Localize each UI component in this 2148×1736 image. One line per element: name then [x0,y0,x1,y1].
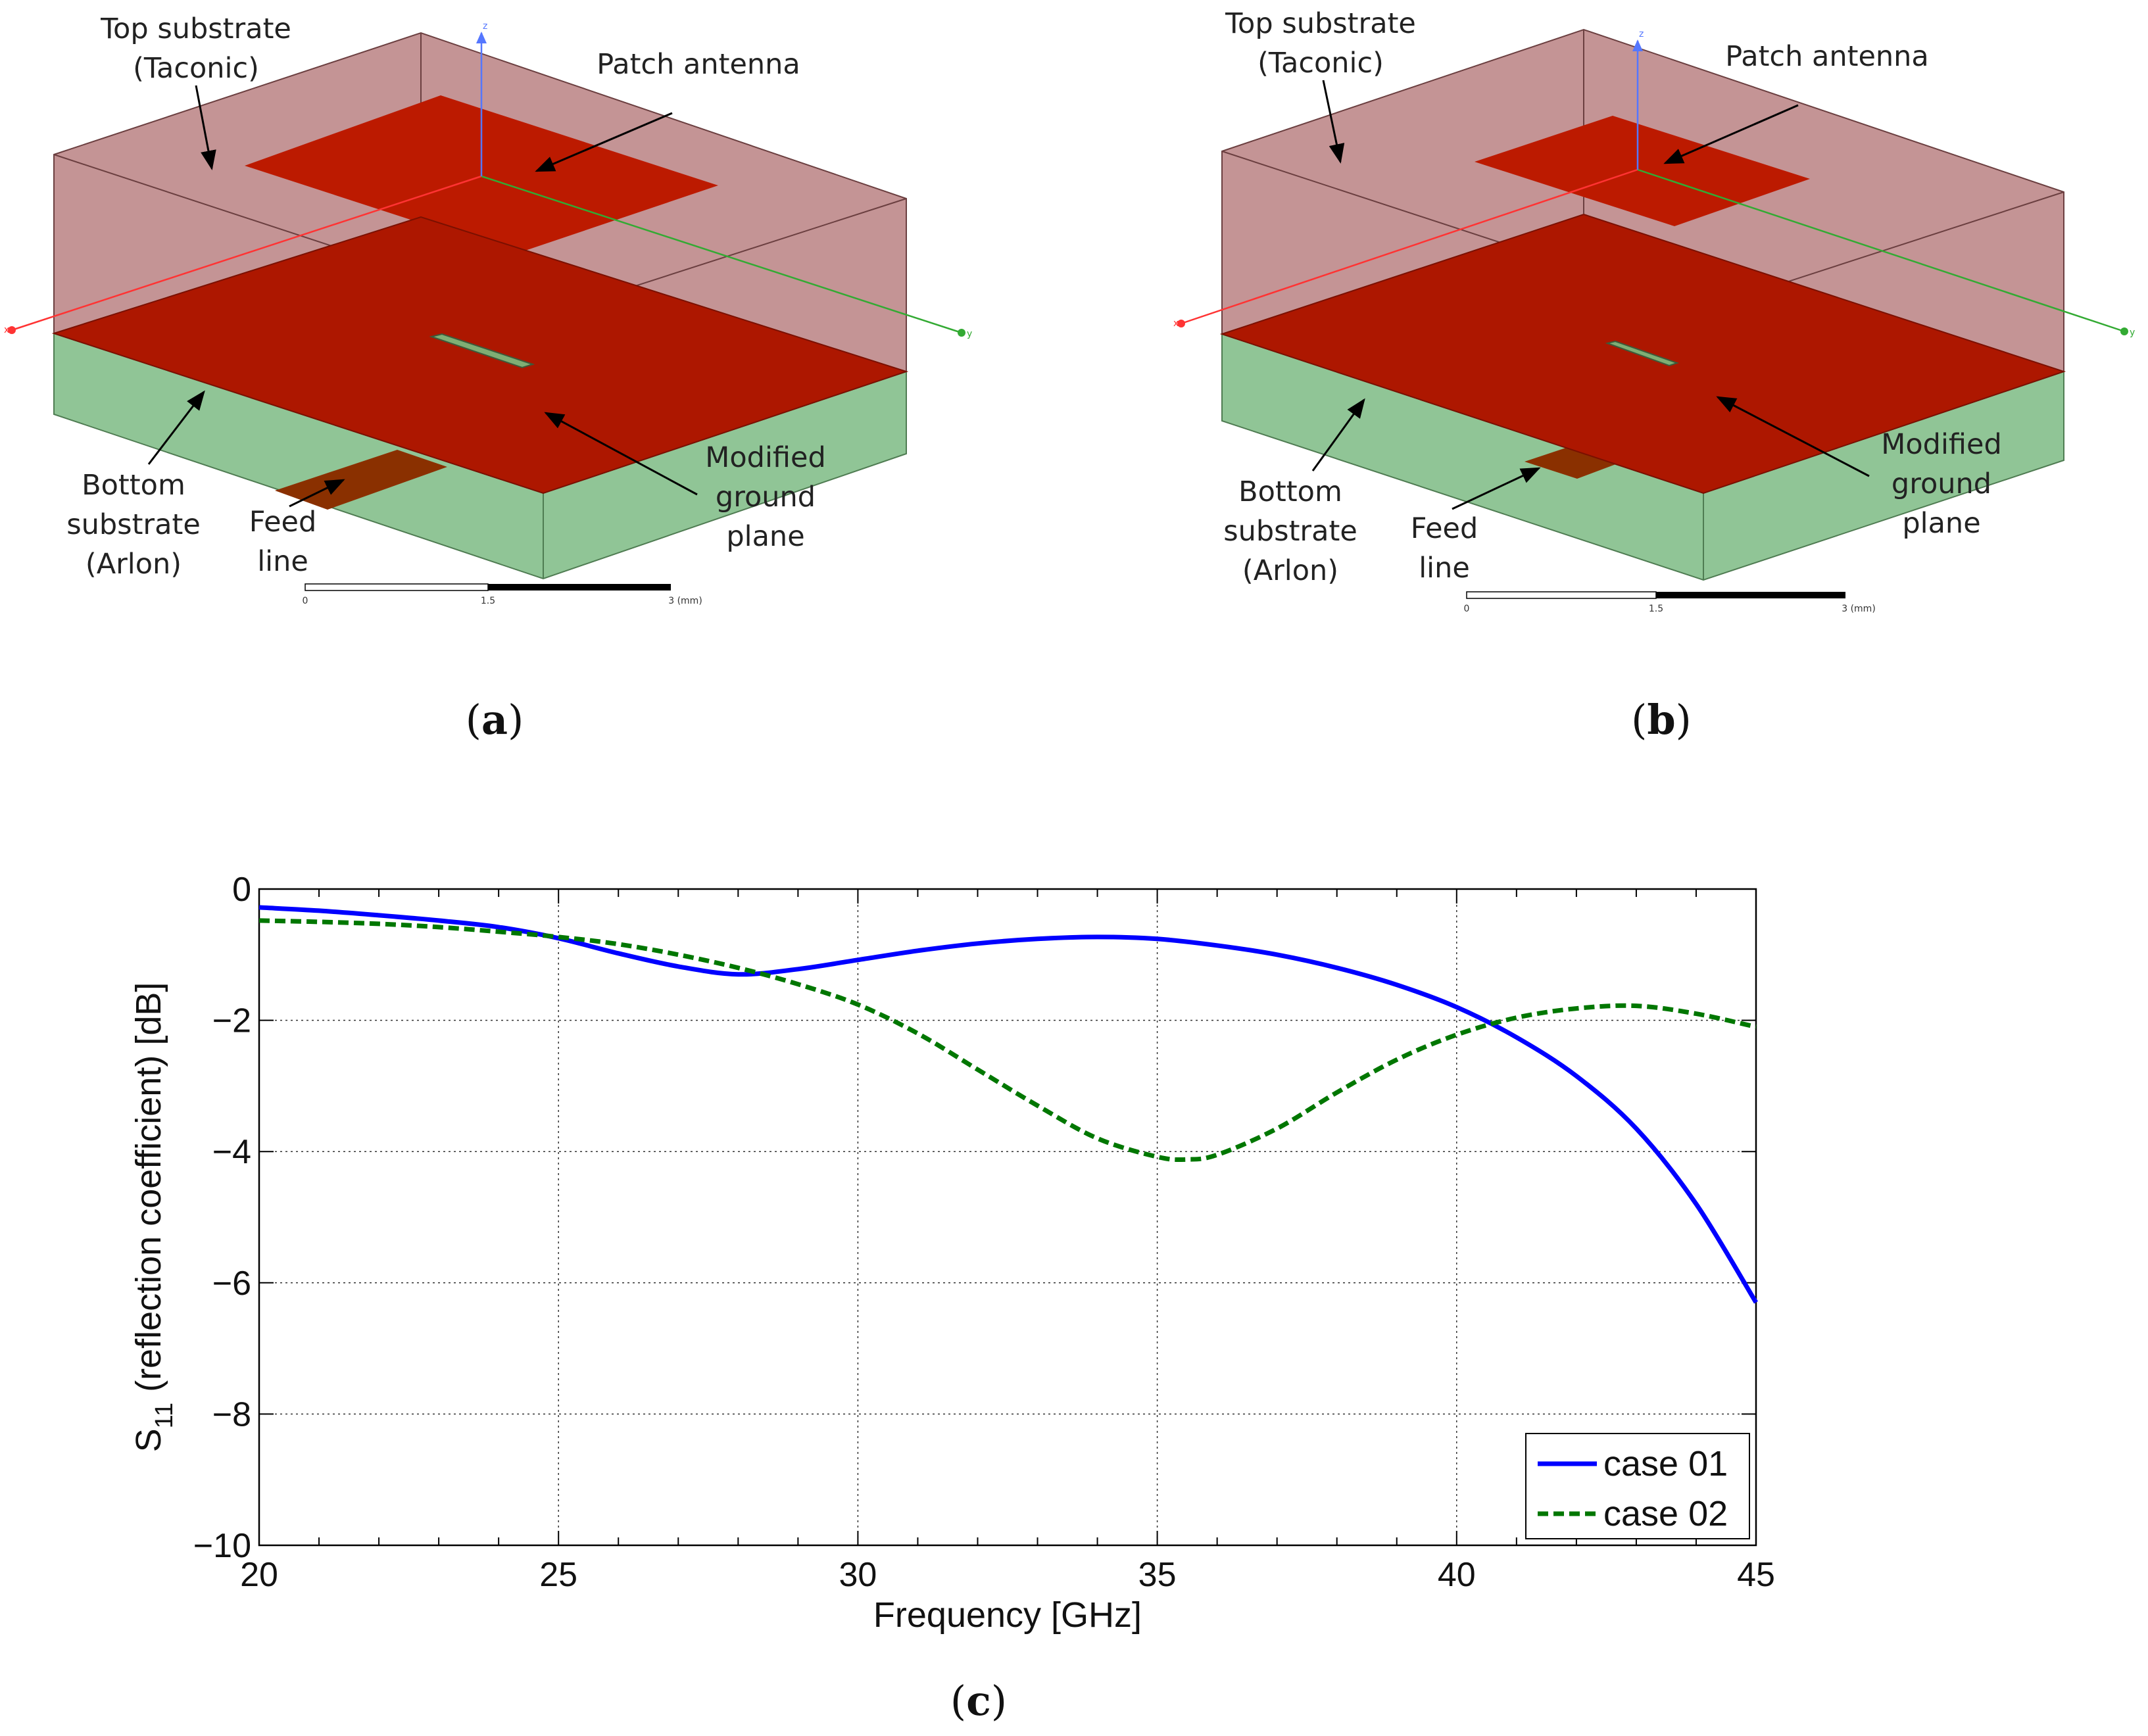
x-tick-label: 25 [539,1556,577,1594]
caption-b: (b) [1631,696,1692,744]
ground-slot [429,333,535,369]
label-ground-2: ground [716,481,816,514]
label-top-substrate: Top substrate [100,12,291,45]
label-bottom-substrate-3: (Arlon) [85,548,182,581]
panel-c-chart: 20 25 30 35 40 45 0 −2 −4 −6 −8 −10 Frequency [GHz]… [129,871,1775,1725]
caption-c: (c) [950,1677,1007,1725]
arrow-bottom-substrate [1311,398,1365,471]
legend: case 01 case 02 [1525,1433,1750,1539]
arrow-feed [289,479,345,508]
y-tick-label: −10 [193,1527,251,1565]
x-axis-title: Frequency [GHz] [873,1595,1142,1635]
label-patch: Patch antenna [597,48,800,81]
arrow-ground [1716,396,1870,477]
x-tick-label: 35 [1138,1556,1177,1594]
x-tick-label: 40 [1438,1556,1476,1594]
label-feed-2: line [257,545,308,578]
label-bottom-substrate-2: substrate [1223,515,1357,548]
arrow-bottom-substrate [147,390,205,465]
arrow-top-substrate [1322,80,1345,164]
y-tick-label: 0 [232,871,251,909]
axis-y [1637,168,2125,333]
label-patch: Patch antenna [1725,40,1929,73]
y-axis-title: S11(reflection coefficient) [dB] [129,982,178,1453]
panel-a: x y z Top substrate (Taconic) Patch ante… [4,12,972,744]
series-line-case-01 [258,905,1758,1304]
label-bottom-substrate-3: (Arlon) [1242,554,1338,587]
legend-label-case-01: case 01 [1603,1444,1728,1483]
label-bottom-substrate-2: substrate [66,508,201,541]
axis-x [1181,168,1638,325]
axis-y-label: y [2130,327,2135,338]
arrow-feed [1452,467,1541,510]
label-top-substrate-material: (Taconic) [133,52,259,85]
label-ground-2: ground [1892,468,1991,500]
x-tick-label: 30 [839,1556,877,1594]
axis-x-label: x [1173,318,1179,329]
scale-label-mid: 1.5 [1649,604,1663,614]
label-ground-1: Modified [705,441,826,474]
arrow-top-substrate [195,85,216,170]
label-top-substrate-material: (Taconic) [1257,47,1384,80]
label-ground-3: plane [1902,507,1980,540]
ground-plane [51,216,909,494]
label-top-substrate: Top substrate [1225,7,1416,40]
plot-area [258,888,1757,1547]
series-line-case-02 [258,918,1757,1163]
ticks [258,888,1757,1546]
axis-x [11,175,482,331]
feed-line [1525,447,1619,479]
axis-z-label: z [483,21,487,32]
label-bottom-substrate-1: Bottom [1238,475,1342,508]
legend-box [1525,1433,1750,1539]
caption-a: (a) [466,696,524,744]
y-tick-label: −4 [212,1133,251,1171]
label-feed-1: Feed [1411,512,1478,545]
scale-label-end: 3 (mm) [668,596,702,606]
x-tick-label: 45 [1737,1556,1775,1594]
scale-bar-white [1466,591,1657,599]
legend-label-case-02: case 02 [1603,1494,1728,1533]
axis-y-label: y [967,329,972,339]
scale-bar-black [488,584,671,591]
y-tick-label: −6 [212,1265,251,1303]
x-tick-label: 20 [240,1556,278,1594]
scale-bar-black [1656,592,1845,598]
label-ground-3: plane [726,520,804,553]
axis-x-label: x [4,325,9,335]
label-ground-1: Modified [1881,428,2002,461]
y-tick-label: −8 [212,1395,251,1434]
scale-label-end: 3 (mm) [1842,604,1876,614]
scale-bar-white [305,583,489,591]
panel-b: x y z Top substrate (Taconic) Patch ante… [1173,7,2135,744]
y-tick-label: −2 [212,1002,251,1040]
scale-label-0: 0 [1464,604,1470,614]
arrow-ground [544,412,698,496]
axis-y [481,175,962,334]
scale-label-mid: 1.5 [481,596,495,606]
feed-line [275,450,447,510]
axis-z-label: z [1639,29,1644,39]
label-feed-2: line [1419,552,1470,585]
scale-label-0: 0 [303,596,308,606]
tick-labels: 20 25 30 35 40 45 0 −2 −4 −6 −8 −10 [193,871,1775,1594]
label-bottom-substrate-1: Bottom [82,469,185,502]
arrow-patch [535,112,673,172]
label-feed-1: Feed [249,506,317,539]
series-layer [258,905,1758,1304]
ground-slot [1605,340,1680,367]
arrow-patch [1663,104,1799,164]
